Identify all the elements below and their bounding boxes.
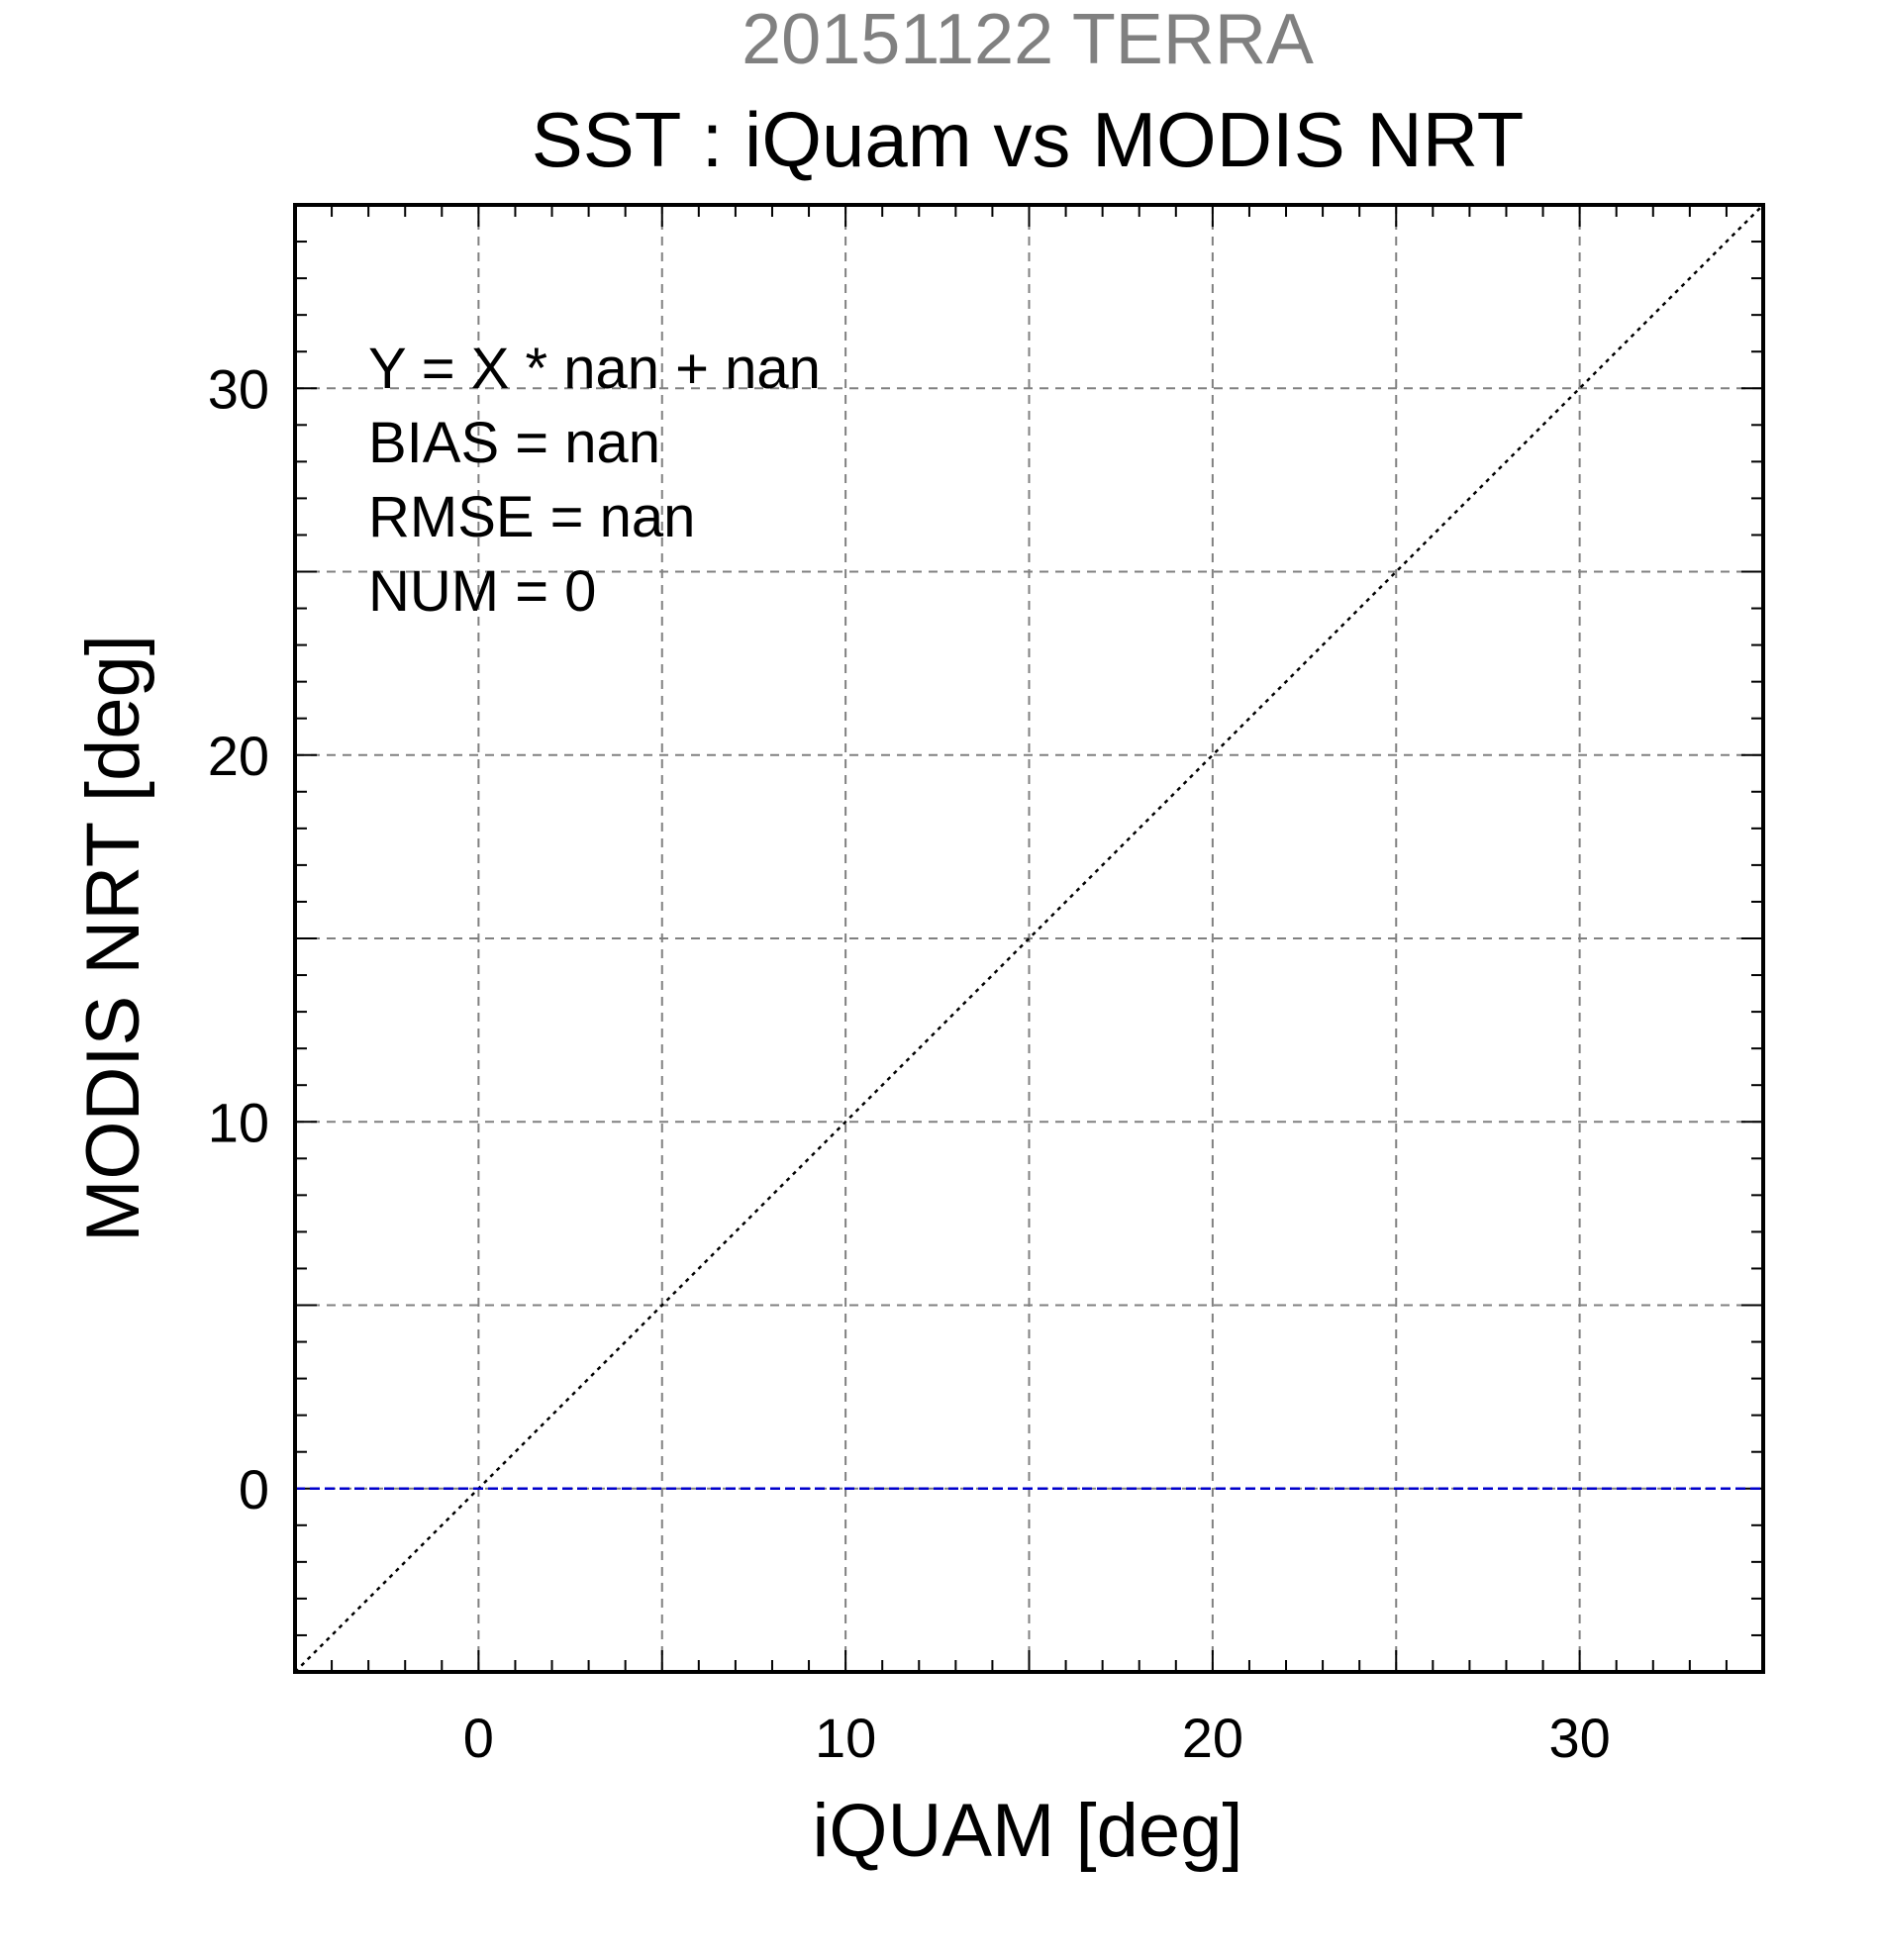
stats-line-1: BIAS = nan <box>368 411 660 475</box>
stats-line-0: Y = X * nan + nan <box>368 337 821 401</box>
x-tick-label-20: 20 <box>1182 1707 1243 1769</box>
x-tick-label-0: 0 <box>463 1707 494 1769</box>
y-tick-labels: 0 10 20 30 <box>208 357 269 1520</box>
stats-line-2: RMSE = nan <box>368 485 695 549</box>
y-tick-label-0: 0 <box>239 1458 269 1520</box>
fit-statistics: Y = X * nan + nan BIAS = nan RMSE = nan NUM… <box>368 337 821 624</box>
grid-lines <box>295 205 1763 1672</box>
chart-supertitle: 20151122 TERRA <box>742 0 1314 79</box>
stats-line-3: NUM = 0 <box>368 559 596 624</box>
one-to-one-line <box>294 204 1764 1673</box>
x-tick-labels: 0 10 20 30 <box>463 1707 1611 1769</box>
plot-frame <box>293 203 1765 1674</box>
y-axis-label: MODIS NRT [deg] <box>71 635 155 1242</box>
y-tick-label-20: 20 <box>208 725 269 787</box>
x-tick-label-10: 10 <box>815 1707 876 1769</box>
chart-title: SST : iQuam vs MODIS NRT <box>532 96 1525 183</box>
reference-lines <box>294 204 1764 1673</box>
x-tick-label-30: 30 <box>1548 1707 1610 1769</box>
x-axis-label: iQUAM [deg] <box>812 1789 1242 1873</box>
y-tick-label-10: 10 <box>208 1091 269 1153</box>
y-tick-label-30: 30 <box>208 357 269 420</box>
